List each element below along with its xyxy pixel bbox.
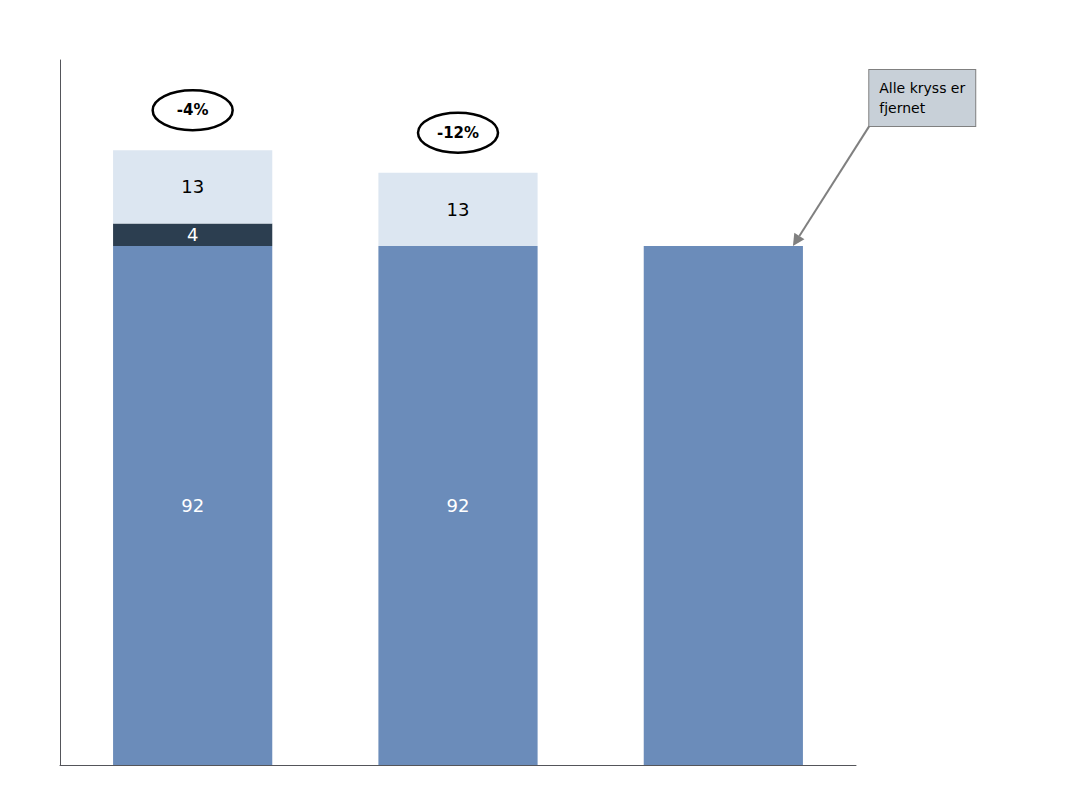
svg-text:13: 13: [447, 199, 470, 220]
svg-text:fjernet: fjernet: [879, 100, 925, 116]
svg-text:-4%: -4%: [177, 101, 209, 119]
svg-text:13: 13: [181, 176, 204, 197]
svg-text:92: 92: [447, 495, 470, 516]
svg-text:-12%: -12%: [437, 124, 479, 142]
svg-text:92: 92: [181, 495, 204, 516]
svg-text:Alle kryss er: Alle kryss er: [879, 80, 965, 96]
svg-text:4: 4: [187, 224, 198, 245]
